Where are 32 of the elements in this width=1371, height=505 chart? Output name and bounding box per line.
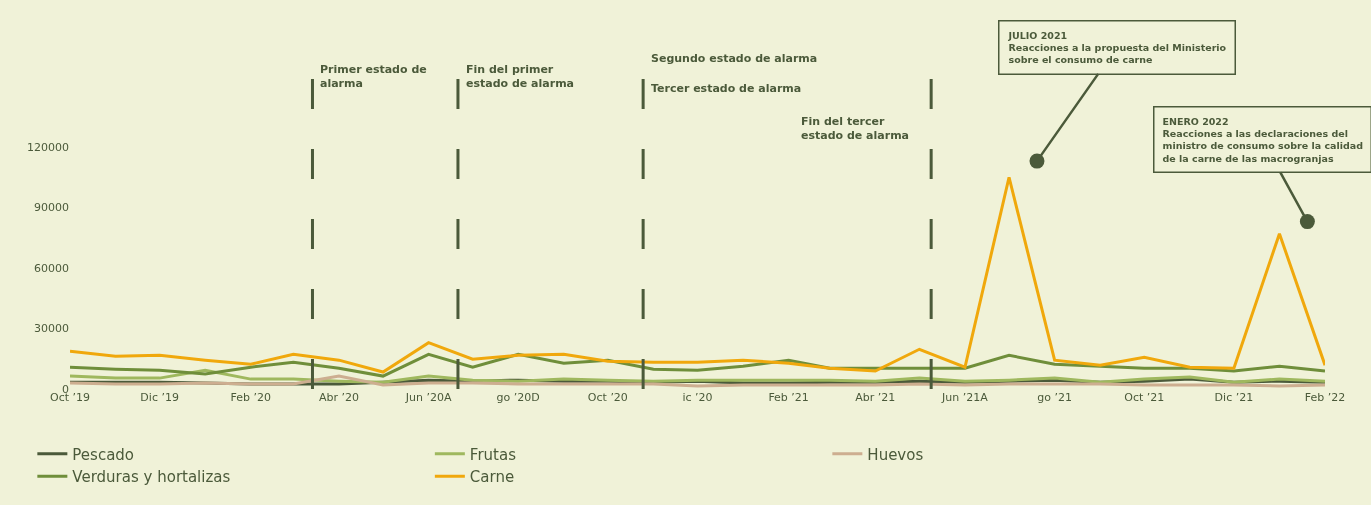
legend-label: Pescado xyxy=(72,445,135,464)
line-series xyxy=(70,175,1325,374)
x-tick-label: Oct ’21 xyxy=(1124,391,1165,404)
x-tick-label: Oct ’20 xyxy=(587,391,628,404)
x-tick-label: go ’20D xyxy=(496,391,540,404)
y-tick-label: 30000 xyxy=(34,322,69,336)
text: Tercer estado de alarma xyxy=(651,82,802,95)
ref-line-label: Primer estado de alarma xyxy=(320,63,427,91)
x-tick-label: Abr ’20 xyxy=(318,391,359,404)
x-tick-label: go ’21 xyxy=(1037,391,1072,404)
x-tick-label: Dic ’21 xyxy=(1214,391,1254,404)
ref-line-label: Fin del tercer estado de alarma xyxy=(801,115,910,143)
y-tick-label: 90000 xyxy=(34,201,69,215)
ref-line-label: Fin del primer estado de alarma xyxy=(466,63,575,91)
x-tick-label: Dic ’19 xyxy=(140,391,179,404)
legend-label: Verduras y hortalizas xyxy=(72,468,231,486)
x-tick-label: ic ’20 xyxy=(682,391,713,404)
annotation: JULIO 2021 Reacciones a la propuesta del Ministerio sobre el consumo de carne xyxy=(1007,29,1227,66)
y-tick-label: 60000 xyxy=(34,261,69,275)
ref-line-label: Segundo estado de alarma xyxy=(651,52,818,65)
legend-label: Huevos xyxy=(867,445,924,464)
x-tick-label: Jun ’21A xyxy=(941,391,989,404)
x-tick-label: Feb ’21 xyxy=(768,391,809,404)
line-series xyxy=(70,368,1325,384)
x-tick-label: Feb ’20 xyxy=(230,391,271,404)
legend-label: Carne xyxy=(469,468,515,486)
y-tick-label: 120000 xyxy=(27,140,69,154)
legend-label: Frutas xyxy=(469,445,517,464)
x-tick-label: Feb ’22 xyxy=(1304,391,1346,404)
annotation: ENERO 2022 Reacciones a las declaraciones del ministro de consumo sobre la calidad de la carne de las macrogranjas xyxy=(1162,115,1363,164)
x-tick-label: Jun ’20A xyxy=(404,391,452,404)
x-tick-label: Abr ’21 xyxy=(855,391,896,404)
